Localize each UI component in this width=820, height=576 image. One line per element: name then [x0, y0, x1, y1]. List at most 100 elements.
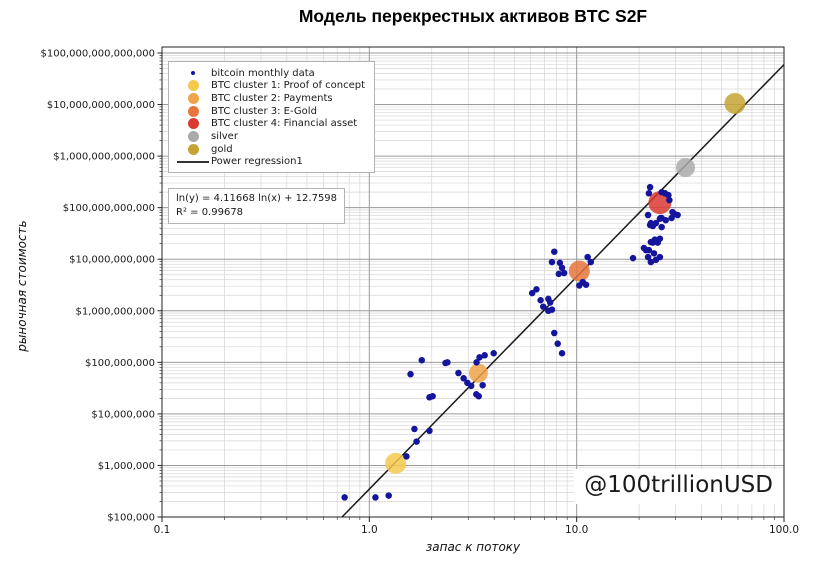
bitcoin-monthly-point — [642, 246, 650, 254]
legend-marker-circle-icon — [175, 131, 211, 143]
regression-equation: ln(y) = 4.11668 ln(x) + 12.7598 — [176, 193, 338, 204]
y-tick-label: $10,000,000,000 — [69, 255, 155, 266]
regression-annotation: ln(y) = 4.11668 ln(x) + 12.7598 R² = 0.9… — [168, 188, 346, 224]
bitcoin-monthly-point — [647, 258, 655, 266]
legend-marker-line-icon — [175, 160, 211, 163]
legend-marker-circle-icon — [175, 80, 211, 92]
bitcoin-monthly-point — [560, 269, 568, 277]
bitcoin-monthly-point — [473, 359, 480, 366]
bitcoin-monthly-point — [645, 190, 653, 197]
x-tick-label: 100.0 — [769, 524, 799, 536]
bitcoin-monthly-point — [668, 214, 675, 222]
legend-item: Power regression1 — [175, 156, 370, 168]
bitcoin-monthly-point — [555, 270, 563, 278]
bitcoin-monthly-point — [644, 211, 652, 219]
bitcoin-monthly-point — [528, 289, 536, 297]
bitcoin-monthly-point — [674, 211, 681, 219]
y-tick-label: $10,000,000 — [91, 409, 155, 420]
bitcoin-monthly-point — [476, 354, 483, 361]
power-regression-line — [341, 64, 785, 518]
cluster-circle-btc-cluster-4-financial-asset — [648, 191, 672, 215]
legend-item: BTC cluster 1: Proof of concept — [175, 80, 370, 92]
legend: bitcoin monthly data BTC cluster 1: Proof… — [168, 61, 375, 173]
legend-item: bitcoin monthly data — [175, 67, 370, 79]
legend-marker-circle-icon — [175, 105, 211, 117]
cluster-circle-btc-cluster-3-e-gold — [568, 260, 590, 282]
bitcoin-monthly-point — [418, 356, 426, 364]
bitcoin-monthly-point — [341, 494, 348, 501]
regression-r-squared: R² = 0.99678 — [176, 207, 244, 218]
bitcoin-monthly-point — [546, 299, 554, 306]
bitcoin-monthly-point — [646, 183, 654, 191]
bitcoin-monthly-point — [455, 369, 462, 377]
y-tick-label: $1,000,000,000 — [75, 306, 155, 317]
bitcoin-monthly-point — [548, 258, 556, 266]
y-tick-label: $10,000,000,000,000 — [47, 100, 155, 111]
cluster-circle-btc-cluster-2-payments — [468, 363, 488, 383]
bitcoin-monthly-point — [658, 223, 665, 231]
y-tick-label: $1,000,000,000,000 — [53, 152, 155, 163]
bitcoin-monthly-point — [460, 375, 467, 382]
bitcoin-monthly-point — [467, 382, 475, 390]
bitcoin-monthly-point — [540, 303, 547, 310]
bitcoin-monthly-point — [407, 370, 414, 378]
bitcoin-monthly-point — [444, 359, 451, 366]
bitcoin-monthly-point — [558, 264, 566, 272]
y-tick-label: $100,000,000 — [85, 358, 155, 369]
legend-item-label: BTC cluster 2: Payments — [211, 92, 333, 104]
x-tick-label: 0.1 — [154, 524, 171, 536]
bitcoin-monthly-point — [656, 235, 664, 242]
legend-marker-circle-icon — [175, 143, 211, 155]
legend-item: silver — [175, 131, 370, 143]
bitcoin-monthly-point — [650, 250, 658, 257]
bitcoin-monthly-point — [533, 286, 540, 293]
bitcoin-monthly-point — [481, 352, 488, 359]
legend-item: gold — [175, 143, 370, 155]
y-tick-label: $1,000,000 — [98, 461, 155, 472]
bitcoin-monthly-point — [551, 248, 558, 255]
bitcoin-monthly-point — [666, 196, 673, 204]
watermark: @100trillionUSD — [574, 469, 783, 504]
bitcoin-monthly-point — [372, 494, 379, 501]
y-tick-label: $100,000 — [107, 513, 155, 524]
bitcoin-monthly-point — [649, 222, 657, 230]
bitcoin-monthly-point — [403, 453, 410, 460]
legend-item-label: BTC cluster 3: E-Gold — [211, 105, 317, 117]
legend-marker-circle-icon — [175, 92, 211, 104]
bitcoin-monthly-point — [490, 350, 497, 357]
legend-item-label: Power regression1 — [211, 156, 303, 168]
legend-item-label: BTC cluster 1: Proof of concept — [211, 80, 366, 92]
cluster-circle-btc-cluster-1-proof-of-concept — [385, 452, 407, 474]
bitcoin-monthly-point — [554, 340, 561, 347]
y-tick-label: $100,000,000,000 — [63, 203, 155, 214]
bitcoin-monthly-point — [411, 425, 418, 433]
bitcoin-monthly-point — [629, 254, 637, 262]
bitcoin-monthly-point — [556, 259, 564, 267]
bitcoin-monthly-point — [558, 350, 566, 357]
bitcoin-monthly-point — [656, 215, 664, 222]
bitcoin-monthly-point — [551, 329, 558, 337]
bitcoin-monthly-point — [665, 191, 672, 199]
x-tick-label: 1.0 — [361, 524, 378, 536]
bitcoin-monthly-point — [644, 253, 652, 261]
bitcoin-monthly-point — [651, 236, 658, 243]
y-tick-label: $100,000,000,000,000 — [40, 49, 155, 60]
bitcoin-monthly-point — [429, 392, 436, 400]
legend-marker-circle-icon — [175, 118, 211, 130]
bitcoin-monthly-point — [587, 258, 595, 266]
legend-item-label: gold — [211, 143, 233, 155]
bitcoin-monthly-point — [413, 438, 420, 445]
bitcoin-monthly-point — [537, 297, 544, 304]
cluster-circle-silver — [676, 158, 696, 178]
x-axis-title: запас к потоку — [425, 540, 521, 554]
y-axis-title: рыночная стоимость — [15, 220, 29, 352]
legend-item: BTC cluster 3: E-Gold — [175, 105, 370, 117]
bitcoin-monthly-point — [576, 282, 583, 289]
legend-item: BTC cluster 2: Payments — [175, 92, 370, 104]
bitcoin-monthly-point — [385, 492, 392, 499]
legend-item-label: bitcoin monthly data — [211, 67, 315, 79]
legend-item-label: silver — [211, 131, 238, 143]
bitcoin-monthly-point — [656, 253, 664, 261]
